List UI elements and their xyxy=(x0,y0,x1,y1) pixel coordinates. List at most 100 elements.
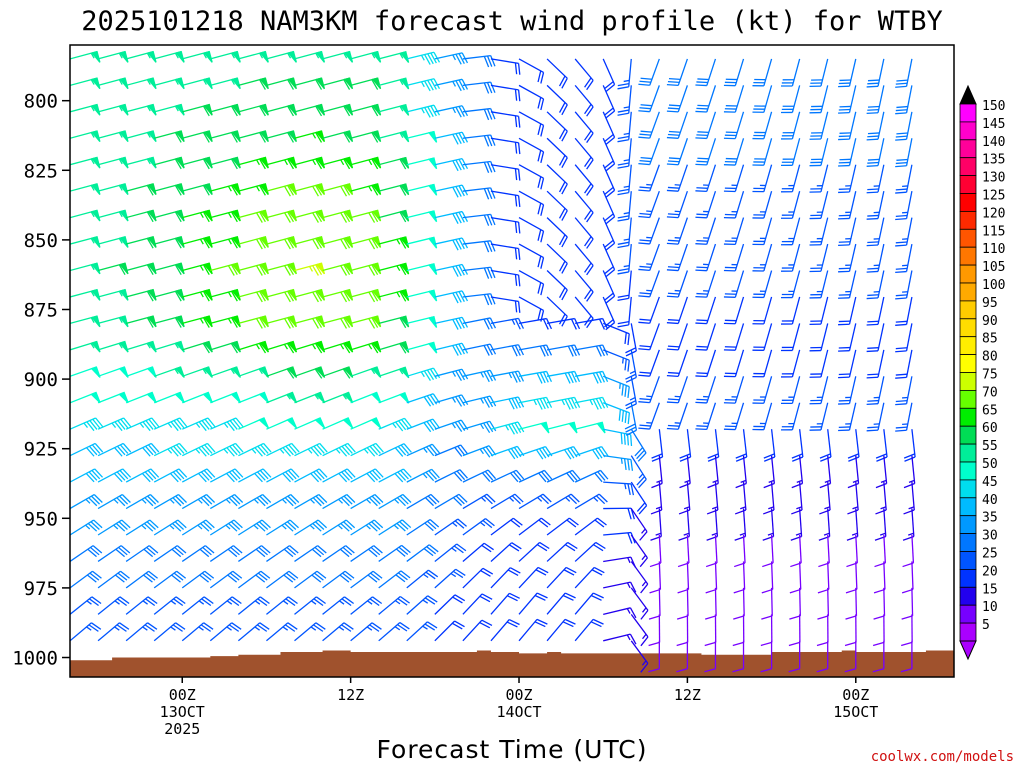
wind-barb xyxy=(752,402,773,431)
colorbar-swatch xyxy=(959,282,977,302)
wind-barb xyxy=(847,455,860,489)
wind-barb xyxy=(809,191,829,220)
wind-barb xyxy=(704,614,717,647)
wind-barb xyxy=(866,296,885,326)
wind-barb xyxy=(546,84,568,116)
colorbar-bottom-arrow xyxy=(959,640,977,661)
wind-barb xyxy=(378,544,411,562)
wind-barb xyxy=(97,519,131,536)
wind-barb xyxy=(723,349,745,378)
wind-barb xyxy=(575,370,609,384)
wind-barb xyxy=(70,442,104,457)
wind-barb xyxy=(154,77,185,90)
wind-barb xyxy=(809,243,829,273)
wind-barb xyxy=(574,469,609,483)
wind-barb xyxy=(845,587,858,620)
wind-barb xyxy=(574,618,604,642)
wind-barb xyxy=(266,596,298,615)
wind-barb xyxy=(70,103,101,116)
y-tick-label: 875 xyxy=(24,299,58,321)
wind-barb xyxy=(350,130,382,143)
wind-barb xyxy=(707,429,720,462)
wind-barb xyxy=(490,216,521,234)
colorbar-label: 15 xyxy=(982,582,998,597)
wind-barb xyxy=(210,236,241,249)
wind-barb xyxy=(378,130,410,143)
wind-barb xyxy=(181,468,216,483)
wind-barb xyxy=(294,468,328,483)
wind-barb xyxy=(210,156,241,170)
wind-barb xyxy=(266,183,297,197)
wind-barb xyxy=(350,391,382,404)
wind-barb xyxy=(322,262,354,276)
wind-barb xyxy=(490,493,524,510)
wind-barb xyxy=(780,111,801,140)
colorbar-swatch xyxy=(959,264,977,284)
wind-barb xyxy=(125,570,158,589)
wind-barb xyxy=(97,77,129,90)
wind-barb xyxy=(791,455,804,489)
wind-barb xyxy=(546,296,568,327)
wind-barb xyxy=(574,541,606,562)
wind-barb xyxy=(602,85,616,119)
wind-barb xyxy=(574,445,609,460)
wind-barb xyxy=(638,270,660,298)
wind-barb xyxy=(350,519,384,536)
wind-barb xyxy=(378,366,410,379)
wind-barb xyxy=(838,402,857,432)
wind-barb xyxy=(866,58,885,88)
wind-barb xyxy=(378,621,410,642)
y-tick-label: 800 xyxy=(24,91,58,113)
wind-barb xyxy=(322,183,354,197)
wind-barb xyxy=(809,376,829,405)
wind-barb xyxy=(154,209,185,223)
wind-barb xyxy=(266,315,297,329)
colorbar-swatch xyxy=(959,121,977,141)
colorbar-swatch xyxy=(959,103,977,123)
wind-barb xyxy=(97,103,129,116)
wind-barb xyxy=(809,402,829,431)
wind-barb xyxy=(322,209,354,223)
wind-barb xyxy=(322,236,354,250)
colorbar-label: 70 xyxy=(982,385,998,400)
wind-barb xyxy=(791,429,804,462)
wind-barb xyxy=(266,545,299,562)
colorbar-label: 35 xyxy=(982,511,998,526)
wind-barb xyxy=(638,217,660,245)
wind-barb xyxy=(154,183,185,196)
wind-barb xyxy=(761,561,774,594)
wind-barb xyxy=(490,296,521,313)
wind-barb xyxy=(434,105,469,118)
wind-barb xyxy=(866,243,885,273)
wind-barb xyxy=(350,366,382,378)
wind-barb xyxy=(752,296,773,325)
wind-barb xyxy=(70,236,101,248)
wind-barb xyxy=(97,493,131,510)
wind-barb xyxy=(434,368,469,382)
wind-barb xyxy=(651,455,663,489)
wind-barb xyxy=(210,417,244,432)
wind-barb xyxy=(434,620,465,642)
wind-barb xyxy=(125,391,157,404)
colorbar-label: 130 xyxy=(982,171,1005,186)
wind-barb xyxy=(434,394,469,407)
wind-barb xyxy=(266,366,298,379)
wind-barb xyxy=(518,243,545,269)
wind-barb xyxy=(648,614,661,647)
wind-barb xyxy=(866,111,885,141)
wind-barb xyxy=(97,156,129,169)
x-axis-label: Forecast Time (UTC) xyxy=(377,735,648,764)
wind-barb xyxy=(838,191,857,220)
colorbar-label: 90 xyxy=(982,314,998,329)
wind-barb xyxy=(266,622,298,642)
wind-barb xyxy=(266,391,298,404)
wind-barb xyxy=(838,85,857,114)
wind-barb xyxy=(238,236,269,250)
wind-barb xyxy=(574,217,594,249)
wind-barb xyxy=(350,103,382,117)
wind-barb xyxy=(866,138,885,167)
wind-barb xyxy=(238,366,270,378)
wind-barb xyxy=(97,340,129,353)
